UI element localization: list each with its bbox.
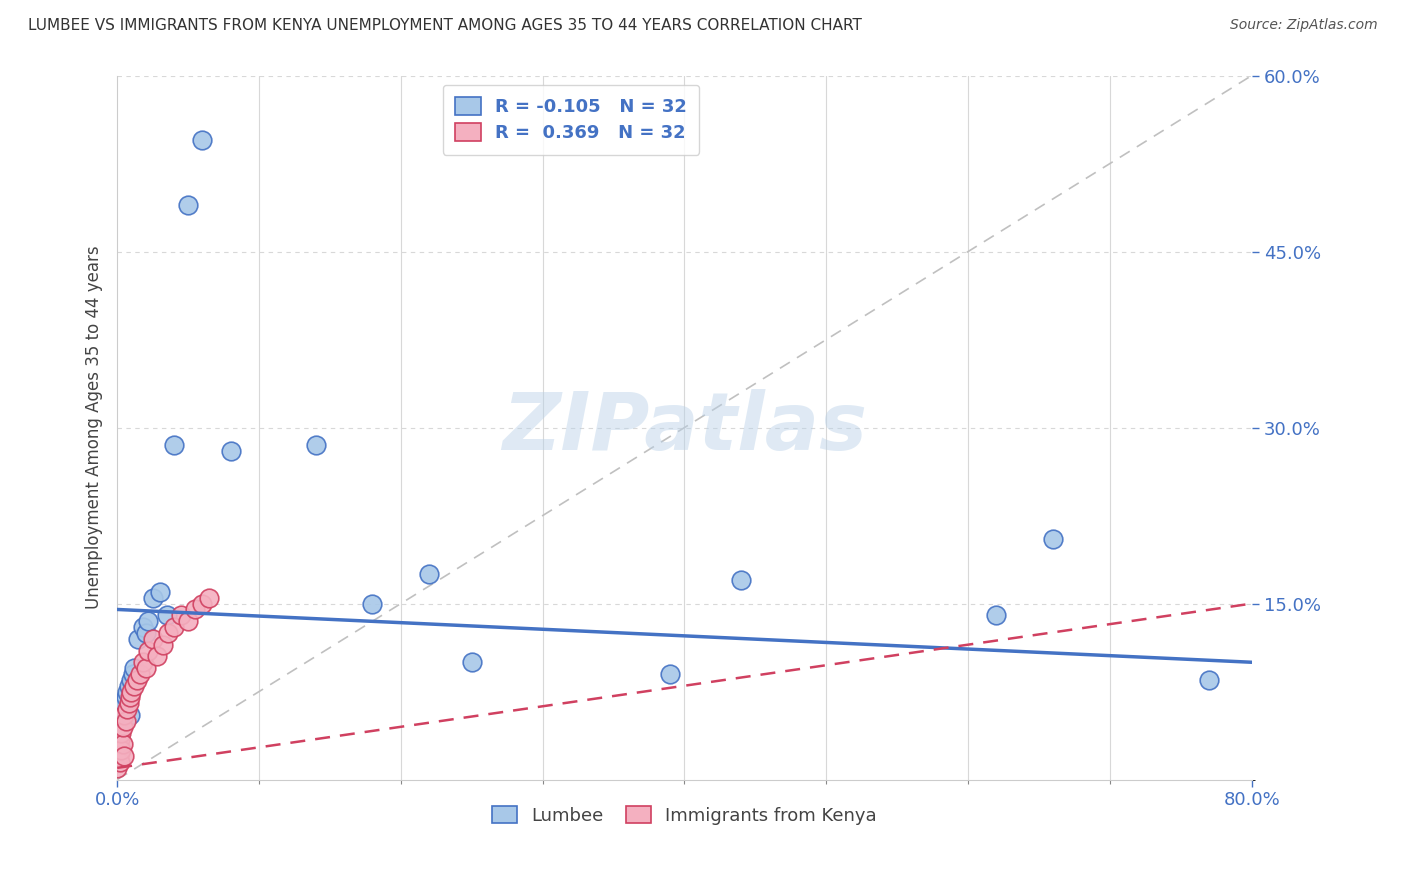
Point bbox=[132, 655, 155, 669]
Point bbox=[157, 626, 180, 640]
Point bbox=[149, 585, 172, 599]
Point bbox=[132, 620, 155, 634]
Point bbox=[122, 679, 145, 693]
Point bbox=[115, 684, 138, 698]
Point bbox=[138, 643, 160, 657]
Point bbox=[1042, 532, 1064, 546]
Point bbox=[112, 708, 135, 723]
Point bbox=[135, 626, 157, 640]
Point bbox=[120, 684, 142, 698]
Point bbox=[122, 661, 145, 675]
Point bbox=[461, 655, 484, 669]
Point bbox=[191, 597, 214, 611]
Point bbox=[659, 667, 682, 681]
Text: ZIPatlas: ZIPatlas bbox=[502, 389, 868, 467]
Point bbox=[191, 133, 214, 147]
Point bbox=[121, 667, 143, 681]
Point bbox=[128, 667, 150, 681]
Point bbox=[107, 738, 129, 752]
Point bbox=[107, 749, 129, 764]
Point bbox=[146, 649, 169, 664]
Text: Source: ZipAtlas.com: Source: ZipAtlas.com bbox=[1230, 18, 1378, 32]
Point bbox=[108, 731, 131, 746]
Point bbox=[125, 673, 148, 687]
Point bbox=[108, 755, 131, 769]
Point bbox=[184, 602, 207, 616]
Legend: Lumbee, Immigrants from Kenya: Lumbee, Immigrants from Kenya bbox=[482, 797, 886, 834]
Point bbox=[986, 608, 1008, 623]
Point bbox=[115, 702, 138, 716]
Point bbox=[305, 438, 328, 452]
Point bbox=[118, 690, 141, 705]
Point bbox=[117, 679, 139, 693]
Point bbox=[156, 608, 179, 623]
Point bbox=[138, 614, 160, 628]
Point bbox=[110, 743, 132, 757]
Point bbox=[1198, 673, 1220, 687]
Point bbox=[730, 573, 752, 587]
Point bbox=[198, 591, 221, 605]
Point bbox=[120, 673, 142, 687]
Point bbox=[111, 702, 134, 716]
Point bbox=[112, 696, 135, 710]
Point bbox=[219, 444, 242, 458]
Point bbox=[163, 620, 186, 634]
Point bbox=[152, 638, 174, 652]
Point bbox=[142, 632, 165, 646]
Point bbox=[110, 725, 132, 739]
Point bbox=[111, 738, 134, 752]
Point bbox=[114, 690, 136, 705]
Point bbox=[110, 720, 132, 734]
Point bbox=[135, 661, 157, 675]
Point bbox=[177, 614, 200, 628]
Point bbox=[108, 708, 131, 723]
Point bbox=[111, 720, 134, 734]
Point bbox=[117, 696, 139, 710]
Point bbox=[107, 714, 129, 728]
Y-axis label: Unemployment Among Ages 35 to 44 years: Unemployment Among Ages 35 to 44 years bbox=[86, 246, 103, 609]
Point bbox=[170, 608, 193, 623]
Text: LUMBEE VS IMMIGRANTS FROM KENYA UNEMPLOYMENT AMONG AGES 35 TO 44 YEARS CORRELATI: LUMBEE VS IMMIGRANTS FROM KENYA UNEMPLOY… bbox=[28, 18, 862, 33]
Point bbox=[142, 591, 165, 605]
Point bbox=[118, 708, 141, 723]
Point bbox=[112, 749, 135, 764]
Point bbox=[418, 567, 440, 582]
Point bbox=[105, 761, 128, 775]
Point bbox=[177, 197, 200, 211]
Point bbox=[114, 714, 136, 728]
Point bbox=[163, 438, 186, 452]
Point bbox=[361, 597, 384, 611]
Point bbox=[127, 632, 149, 646]
